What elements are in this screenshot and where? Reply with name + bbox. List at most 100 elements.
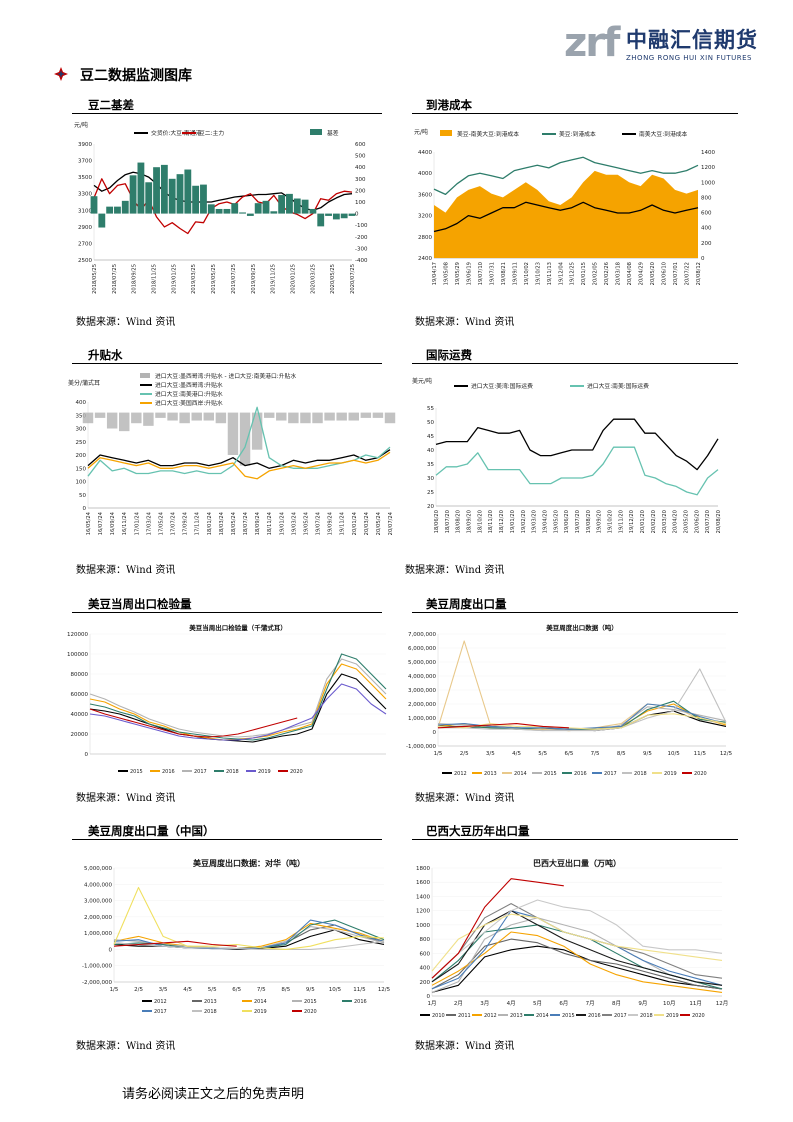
y-tick-label: 1,000,000 [408,716,436,722]
x-tick-label: 7月 [586,1000,595,1007]
x-tick-label: 19/07/20 [575,510,581,533]
series-bar [203,412,215,421]
series-bar [300,412,311,424]
panel-divider [72,113,382,114]
series-bar [372,412,384,418]
y-tick-label: 1000 [416,923,430,929]
series-bar [155,412,166,418]
y-right-tick-label: 0 [355,212,359,218]
series-bar [145,182,153,214]
y-tick-label: 2700 [78,241,92,247]
legend-label: 2012 [154,999,167,1005]
x-tick-label: 20/02/05 [593,262,599,285]
x-tick-label: 2020/05/25 [330,264,336,294]
data-source: 数据来源：Wind 资讯 [415,793,515,804]
series-bar [82,412,94,424]
x-tick-label: 19/02/20 [521,510,527,533]
legend-label: 2020 [304,1009,317,1015]
y-tick-label: 2400 [418,256,432,262]
series-bar [324,412,335,421]
panel-divider [412,113,738,114]
logo-mark: zrf [564,20,620,66]
series-line [113,940,385,950]
series-bar [239,212,246,214]
series-bar [239,412,251,466]
series-bar [215,412,227,424]
y-tick-label: 400 [76,400,87,406]
y-tick-label: 6,000,000 [408,646,436,652]
x-tick-label: 3月 [480,1000,489,1007]
legend-label: 进口大豆:墨西哥湾:升贴水 [155,381,223,389]
x-tick-label: 18/01/24 [207,511,213,535]
chart-basis: 元/吨 3900 3700 3500 3300 3100 2900 2700 2500 600 50… [74,121,368,294]
x-tick-label: 20/06/10 [662,262,668,285]
legend-label: 2018 [204,1009,217,1015]
y-tick-label: 60000 [71,692,89,698]
y-tick-label: 45 [427,434,434,440]
x-tick-label: 2月 [454,1000,463,1007]
x-tick-label: 19/01/20 [510,510,516,533]
x-tick-label: 20/03/18 [616,262,622,285]
legend-label: 基差 [327,129,339,137]
y-tick-label: 300 [76,427,87,433]
y-right-tick-label: 200 [701,241,712,247]
panel-title-brazil-export: 巴西大豆历年出口量 [426,824,530,838]
x-tick-label: 20/01/15 [581,262,587,285]
series-bar [207,204,215,214]
series-bar [348,213,356,216]
legend-label: 南美大豆:到港成本 [639,130,688,138]
y-right-tick-label: 300 [355,177,366,183]
y-right-tick-label: 500 [355,154,366,160]
panel-divider [72,363,382,364]
series-bar [286,193,293,214]
series-line [437,713,727,730]
legend-label: 2015 [544,771,557,777]
x-tick-label: 7/5 [591,751,600,757]
y-axis-unit: 美分/蒲式耳 [68,379,100,387]
y-tick-label: 1200 [416,909,430,915]
legend-label: 2013 [484,771,497,777]
y-tick-label: 200 [76,453,87,459]
legend-label: 美豆-南美大豆:到港成本 [457,130,519,138]
x-tick-label: 20/03/24 [364,511,370,535]
x-tick-label: 20/08/12 [696,262,702,285]
data-source: 数据来源：Wind 资讯 [76,317,176,328]
legend-label: 2017 [154,1009,167,1015]
y-tick-label: -1,000,000 [406,744,436,750]
series-bar [348,412,359,421]
series-line [113,940,237,947]
y-tick-label: 3100 [78,208,92,214]
series-bar [276,412,287,421]
legend-label: 2016 [354,999,367,1005]
series-bar [200,184,207,214]
y-axis-unit: 元/吨 [74,121,88,129]
x-tick-label: 2019/05/25 [211,264,217,294]
panel-title-port-cost: 到港成本 [426,98,472,112]
series-bar [384,412,396,424]
y-tick-label: 25 [427,490,434,496]
data-source: 数据来源：Wind 资讯 [76,1041,176,1052]
data-source: 数据来源：Wind 资讯 [76,565,176,576]
y-tick-label: 2500 [78,258,92,264]
legend-label: 2016 [574,771,587,777]
chart-title: 巴西大豆出口量（万吨） [533,858,621,868]
x-tick-label: 8/5 [617,751,626,757]
series-line [437,640,727,732]
series-bar [137,162,145,214]
y-right-tick-label: 100 [355,200,366,206]
y-tick-label: 100 [76,480,87,486]
y-right-tick-label: -300 [355,246,368,252]
chart-inspections: 美豆当周出口检验量（千蒲式耳） 120000 100000 80000 60000 400… [67,623,387,775]
series-bar [167,412,178,421]
y-tick-label: 0 [433,730,437,736]
series-bar [336,412,347,421]
y-tick-label: 50 [427,420,434,426]
series-bar [114,206,121,214]
series-line [87,451,391,480]
series-bar [360,412,372,418]
logo: zrf 中融汇信期货 ZHONG RONG HUI XIN FUTURES [564,18,764,68]
series-bar [94,412,106,418]
y-tick-label: 0 [83,506,87,512]
series-line [433,201,699,233]
legend-label: 2019 [664,771,677,777]
